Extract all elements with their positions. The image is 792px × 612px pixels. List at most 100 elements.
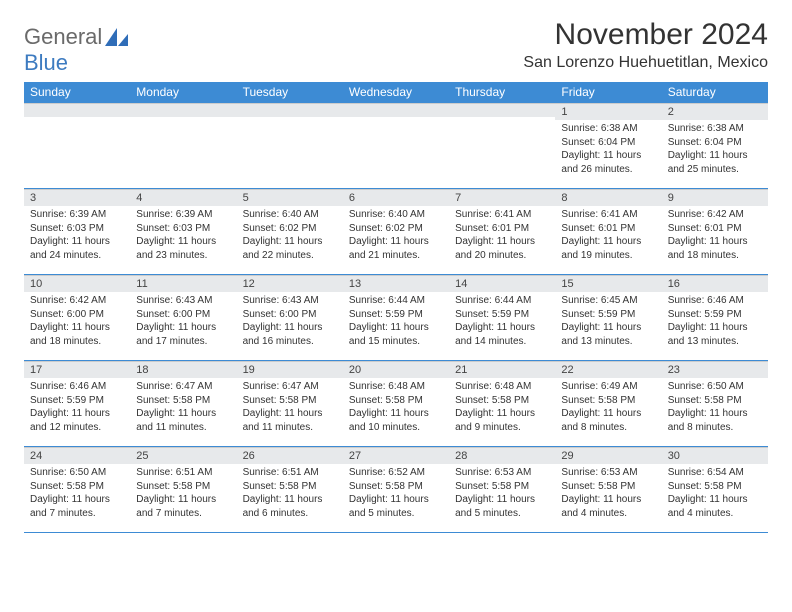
sunrise-text: Sunrise: 6:44 AM	[349, 294, 443, 308]
day-details: Sunrise: 6:48 AMSunset: 5:58 PMDaylight:…	[343, 378, 449, 438]
day-header: Sunday	[24, 82, 130, 103]
day-details: Sunrise: 6:40 AMSunset: 6:02 PMDaylight:…	[237, 206, 343, 266]
sunset-text: Sunset: 5:58 PM	[349, 480, 443, 494]
calendar-day-cell: 4Sunrise: 6:39 AMSunset: 6:03 PMDaylight…	[130, 189, 236, 275]
daylight-text: Daylight: 11 hours and 15 minutes.	[349, 321, 443, 348]
day-number: 2	[662, 103, 768, 120]
calendar-page: General Blue November 2024 San Lorenzo H…	[0, 0, 792, 533]
sunset-text: Sunset: 5:58 PM	[455, 480, 549, 494]
calendar-day-cell: 19Sunrise: 6:47 AMSunset: 5:58 PMDayligh…	[237, 361, 343, 447]
calendar-day-cell: 7Sunrise: 6:41 AMSunset: 6:01 PMDaylight…	[449, 189, 555, 275]
logo-sail-icon	[104, 26, 130, 55]
sunrise-text: Sunrise: 6:38 AM	[668, 122, 762, 136]
daylight-text: Daylight: 11 hours and 13 minutes.	[668, 321, 762, 348]
day-number: 6	[343, 189, 449, 206]
daylight-text: Daylight: 11 hours and 6 minutes.	[243, 493, 337, 520]
day-details: Sunrise: 6:47 AMSunset: 5:58 PMDaylight:…	[237, 378, 343, 438]
day-number	[343, 103, 449, 117]
day-details	[130, 117, 236, 123]
day-details: Sunrise: 6:41 AMSunset: 6:01 PMDaylight:…	[555, 206, 661, 266]
day-number: 26	[237, 447, 343, 464]
day-details: Sunrise: 6:40 AMSunset: 6:02 PMDaylight:…	[343, 206, 449, 266]
day-number: 20	[343, 361, 449, 378]
sunrise-text: Sunrise: 6:51 AM	[243, 466, 337, 480]
sunrise-text: Sunrise: 6:42 AM	[668, 208, 762, 222]
day-number: 5	[237, 189, 343, 206]
day-number: 13	[343, 275, 449, 292]
day-number: 12	[237, 275, 343, 292]
daylight-text: Daylight: 11 hours and 26 minutes.	[561, 149, 655, 176]
day-details: Sunrise: 6:47 AMSunset: 5:58 PMDaylight:…	[130, 378, 236, 438]
sunrise-text: Sunrise: 6:38 AM	[561, 122, 655, 136]
title-block: November 2024 San Lorenzo Huehuetitlan, …	[523, 18, 768, 72]
calendar-day-cell: 8Sunrise: 6:41 AMSunset: 6:01 PMDaylight…	[555, 189, 661, 275]
calendar-day-cell	[449, 103, 555, 189]
day-details: Sunrise: 6:38 AMSunset: 6:04 PMDaylight:…	[555, 120, 661, 180]
sunset-text: Sunset: 5:58 PM	[243, 394, 337, 408]
calendar-day-cell: 12Sunrise: 6:43 AMSunset: 6:00 PMDayligh…	[237, 275, 343, 361]
day-details: Sunrise: 6:48 AMSunset: 5:58 PMDaylight:…	[449, 378, 555, 438]
calendar-day-cell: 25Sunrise: 6:51 AMSunset: 5:58 PMDayligh…	[130, 447, 236, 533]
day-number: 23	[662, 361, 768, 378]
sunrise-text: Sunrise: 6:45 AM	[561, 294, 655, 308]
daylight-text: Daylight: 11 hours and 8 minutes.	[668, 407, 762, 434]
day-details: Sunrise: 6:54 AMSunset: 5:58 PMDaylight:…	[662, 464, 768, 524]
sunset-text: Sunset: 6:00 PM	[136, 308, 230, 322]
header-row: General Blue November 2024 San Lorenzo H…	[24, 18, 768, 76]
daylight-text: Daylight: 11 hours and 13 minutes.	[561, 321, 655, 348]
calendar-day-cell	[130, 103, 236, 189]
daylight-text: Daylight: 11 hours and 25 minutes.	[668, 149, 762, 176]
day-details: Sunrise: 6:42 AMSunset: 6:01 PMDaylight:…	[662, 206, 768, 266]
sunset-text: Sunset: 6:01 PM	[455, 222, 549, 236]
day-header: Wednesday	[343, 82, 449, 103]
day-details: Sunrise: 6:50 AMSunset: 5:58 PMDaylight:…	[662, 378, 768, 438]
day-number: 10	[24, 275, 130, 292]
logo-text-blue: Blue	[24, 50, 68, 75]
day-header: Friday	[555, 82, 661, 103]
calendar-day-cell: 20Sunrise: 6:48 AMSunset: 5:58 PMDayligh…	[343, 361, 449, 447]
calendar-day-cell: 5Sunrise: 6:40 AMSunset: 6:02 PMDaylight…	[237, 189, 343, 275]
sunset-text: Sunset: 6:04 PM	[561, 136, 655, 150]
day-number: 27	[343, 447, 449, 464]
calendar-week-row: 17Sunrise: 6:46 AMSunset: 5:59 PMDayligh…	[24, 361, 768, 447]
daylight-text: Daylight: 11 hours and 5 minutes.	[349, 493, 443, 520]
daylight-text: Daylight: 11 hours and 23 minutes.	[136, 235, 230, 262]
day-number: 24	[24, 447, 130, 464]
day-details	[343, 117, 449, 123]
calendar-day-cell: 13Sunrise: 6:44 AMSunset: 5:59 PMDayligh…	[343, 275, 449, 361]
calendar-day-cell: 29Sunrise: 6:53 AMSunset: 5:58 PMDayligh…	[555, 447, 661, 533]
sunrise-text: Sunrise: 6:41 AM	[561, 208, 655, 222]
sunrise-text: Sunrise: 6:41 AM	[455, 208, 549, 222]
day-details: Sunrise: 6:50 AMSunset: 5:58 PMDaylight:…	[24, 464, 130, 524]
day-details: Sunrise: 6:38 AMSunset: 6:04 PMDaylight:…	[662, 120, 768, 180]
daylight-text: Daylight: 11 hours and 18 minutes.	[668, 235, 762, 262]
day-details: Sunrise: 6:39 AMSunset: 6:03 PMDaylight:…	[24, 206, 130, 266]
calendar-table: Sunday Monday Tuesday Wednesday Thursday…	[24, 82, 768, 533]
sunset-text: Sunset: 5:58 PM	[30, 480, 124, 494]
sunset-text: Sunset: 6:00 PM	[30, 308, 124, 322]
calendar-day-cell	[343, 103, 449, 189]
daylight-text: Daylight: 11 hours and 5 minutes.	[455, 493, 549, 520]
sunset-text: Sunset: 5:58 PM	[136, 394, 230, 408]
sunset-text: Sunset: 5:59 PM	[30, 394, 124, 408]
day-details: Sunrise: 6:45 AMSunset: 5:59 PMDaylight:…	[555, 292, 661, 352]
day-details: Sunrise: 6:52 AMSunset: 5:58 PMDaylight:…	[343, 464, 449, 524]
daylight-text: Daylight: 11 hours and 16 minutes.	[243, 321, 337, 348]
sunrise-text: Sunrise: 6:53 AM	[455, 466, 549, 480]
day-number: 9	[662, 189, 768, 206]
day-number	[24, 103, 130, 117]
daylight-text: Daylight: 11 hours and 4 minutes.	[561, 493, 655, 520]
sunrise-text: Sunrise: 6:54 AM	[668, 466, 762, 480]
calendar-day-cell: 24Sunrise: 6:50 AMSunset: 5:58 PMDayligh…	[24, 447, 130, 533]
sunset-text: Sunset: 5:59 PM	[561, 308, 655, 322]
day-number: 15	[555, 275, 661, 292]
day-number: 17	[24, 361, 130, 378]
day-header: Saturday	[662, 82, 768, 103]
day-details	[237, 117, 343, 123]
daylight-text: Daylight: 11 hours and 7 minutes.	[136, 493, 230, 520]
sunrise-text: Sunrise: 6:44 AM	[455, 294, 549, 308]
calendar-day-cell	[237, 103, 343, 189]
day-header-row: Sunday Monday Tuesday Wednesday Thursday…	[24, 82, 768, 103]
day-header: Tuesday	[237, 82, 343, 103]
calendar-day-cell: 10Sunrise: 6:42 AMSunset: 6:00 PMDayligh…	[24, 275, 130, 361]
